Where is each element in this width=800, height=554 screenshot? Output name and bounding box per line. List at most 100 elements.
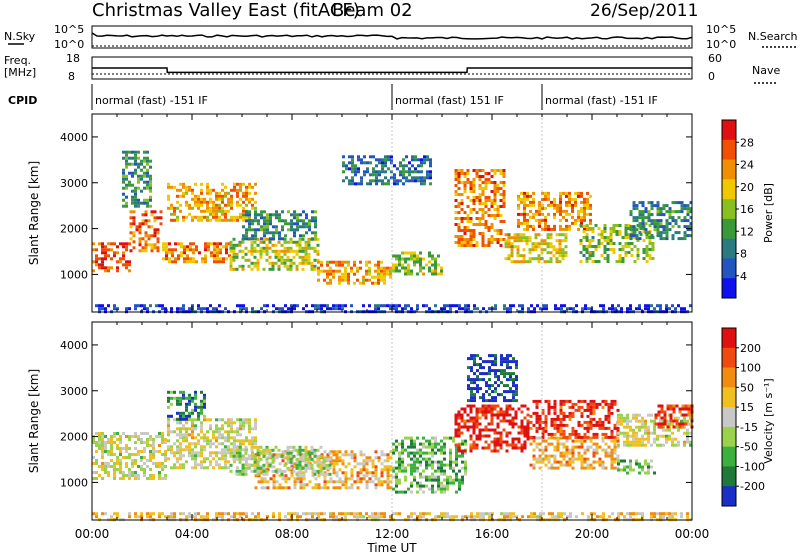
colorbar-swatch bbox=[722, 238, 736, 259]
heatmap-region bbox=[579, 224, 655, 263]
figure-title: Christmas Valley East (fitACF) bbox=[92, 0, 360, 21]
colorbar-swatch bbox=[722, 278, 736, 299]
heatmap-region bbox=[617, 413, 692, 447]
y-axis-label: Slant Range [km] bbox=[27, 161, 41, 265]
heatmap-region bbox=[229, 237, 320, 271]
x-tick-label: 00:00 bbox=[75, 527, 110, 541]
colorbar-swatch bbox=[722, 159, 736, 180]
nsky-tick-top: 10^5 bbox=[54, 23, 84, 36]
y-tick-label: 1000 bbox=[60, 268, 88, 281]
cpid-strip: CPID normal (fast) -151 IF normal (fast) … bbox=[8, 84, 658, 110]
nave-tick-bottom: 0 bbox=[708, 70, 715, 83]
colorbar-label: Velocity [m s⁻¹] bbox=[762, 378, 775, 463]
nsearch-tick-top: 10^5 bbox=[706, 23, 736, 36]
colorbar-swatch bbox=[722, 387, 736, 408]
x-tick-label: 04:00 bbox=[175, 527, 210, 541]
nave-tick-top: 60 bbox=[708, 52, 722, 65]
time-axis: 00:00 04:00 08:00 12:00 16:00 20:00 00:00 bbox=[75, 527, 710, 541]
heatmap-region bbox=[242, 210, 317, 241]
y-tick-label: 2000 bbox=[60, 431, 88, 444]
heatmap-region bbox=[629, 201, 693, 241]
heatmap-region bbox=[167, 390, 206, 421]
power-panel: 1000 2000 3000 4000 Slant Range [km] 4 8 12 16 20… bbox=[27, 113, 775, 314]
colorbar-tick: -100 bbox=[740, 460, 765, 473]
colorbar-swatch bbox=[722, 486, 736, 507]
colorbar-tick: 100 bbox=[740, 362, 761, 375]
colorbar-swatch bbox=[722, 426, 736, 448]
heatmap-region bbox=[92, 242, 131, 273]
heatmap-region bbox=[517, 191, 592, 231]
y-tick-label: 3000 bbox=[60, 177, 88, 190]
freq-tick-bottom: 8 bbox=[68, 70, 75, 83]
nsky-frame bbox=[91, 25, 693, 49]
colorbar-swatch bbox=[722, 218, 736, 240]
colorbar-swatch bbox=[722, 120, 736, 141]
nsky-strip: N.Sky 10^5 10^0 10^5 10^0 N.Search bbox=[4, 23, 798, 51]
heatmap-region bbox=[92, 432, 167, 480]
y-tick-label: 4000 bbox=[60, 339, 88, 352]
colorbar-tick: 28 bbox=[740, 136, 754, 149]
colorbar-tick: 16 bbox=[740, 203, 754, 216]
nsky-trace bbox=[91, 32, 693, 40]
velocity-panel: 1000 2000 3000 4000 Slant Range [km] 200 100 50… bbox=[27, 321, 775, 522]
heatmap-region bbox=[617, 459, 656, 475]
colorbar-tick: 15 bbox=[740, 401, 754, 414]
heatmap-cells bbox=[92, 354, 694, 522]
x-axis-label: Time UT bbox=[366, 541, 417, 554]
colorbar-tick: -200 bbox=[740, 480, 765, 493]
colorbar: 4 8 12 16 20 24 28 Power [dB] bbox=[721, 119, 775, 299]
colorbar-swatch bbox=[722, 466, 736, 487]
nsearch-tick-bottom: 10^0 bbox=[706, 38, 736, 51]
cpid-segment-label: normal (fast) -151 IF bbox=[95, 94, 208, 107]
freq-strip: Freq. [MHz] 18 8 60 0 Nave bbox=[4, 52, 780, 84]
cpid-segment: normal (fast) -151 IF bbox=[91, 84, 208, 110]
nsky-label: N.Sky bbox=[4, 30, 36, 43]
freq-tick-top: 18 bbox=[66, 52, 80, 65]
y-tick-label: 3000 bbox=[60, 385, 88, 398]
y-axis-label: Slant Range [km] bbox=[27, 369, 41, 473]
colorbar-swatch bbox=[722, 347, 736, 369]
colorbar-swatch bbox=[722, 367, 736, 388]
heatmap-region bbox=[167, 182, 257, 222]
heatmap-region bbox=[454, 169, 506, 247]
colorbar-tick: 24 bbox=[740, 159, 754, 172]
x-tick-label: 00:00 bbox=[675, 527, 710, 541]
colorbar-tick: 20 bbox=[740, 181, 754, 194]
colorbar-swatch bbox=[722, 407, 736, 428]
freq-trace bbox=[92, 67, 692, 74]
colorbar-label: Power [dB] bbox=[762, 183, 775, 243]
y-tick-label: 1000 bbox=[60, 476, 88, 489]
cpid-label: CPID bbox=[8, 94, 37, 107]
colorbar-tick: 8 bbox=[740, 248, 747, 261]
colorbar-tick: -50 bbox=[740, 441, 758, 454]
y-tick-label: 4000 bbox=[60, 131, 88, 144]
colorbar-tick: 12 bbox=[740, 225, 754, 238]
beam-label: Beam 02 bbox=[332, 0, 413, 21]
colorbar-swatch bbox=[722, 328, 736, 349]
heatmap-region bbox=[129, 210, 163, 253]
colorbar-swatch bbox=[722, 139, 736, 161]
freq-unit: [MHz] bbox=[4, 66, 36, 79]
cpid-segment-label: normal (fast) -151 IF bbox=[545, 94, 658, 107]
cpid-segment: normal (fast) -151 IF bbox=[541, 84, 658, 110]
colorbar: 200 100 50 15 -15 -50 -100 -200 Velocity [m s⁻¹] bbox=[721, 327, 775, 507]
nsearch-label: N.Search bbox=[748, 30, 798, 43]
colorbar-swatch bbox=[722, 199, 736, 220]
heatmap-region bbox=[122, 150, 152, 208]
heatmap-region bbox=[504, 233, 568, 264]
y-tick-label: 2000 bbox=[60, 223, 88, 236]
colorbar-swatch bbox=[722, 258, 736, 279]
heatmap-region bbox=[229, 445, 332, 476]
colorbar-tick: -15 bbox=[740, 421, 758, 434]
heatmap-cells bbox=[92, 150, 693, 314]
freq-label: Freq. bbox=[4, 54, 31, 67]
cpid-segment: normal (fast) 151 IF bbox=[391, 84, 504, 110]
x-tick-label: 20:00 bbox=[575, 527, 610, 541]
colorbar-tick: 200 bbox=[740, 342, 761, 355]
colorbar-tick: 4 bbox=[740, 270, 747, 283]
x-tick-label: 08:00 bbox=[275, 527, 310, 541]
nsky-tick-bottom: 10^0 bbox=[54, 38, 84, 51]
heatmap-region bbox=[342, 155, 432, 186]
heatmap-region bbox=[162, 242, 231, 264]
